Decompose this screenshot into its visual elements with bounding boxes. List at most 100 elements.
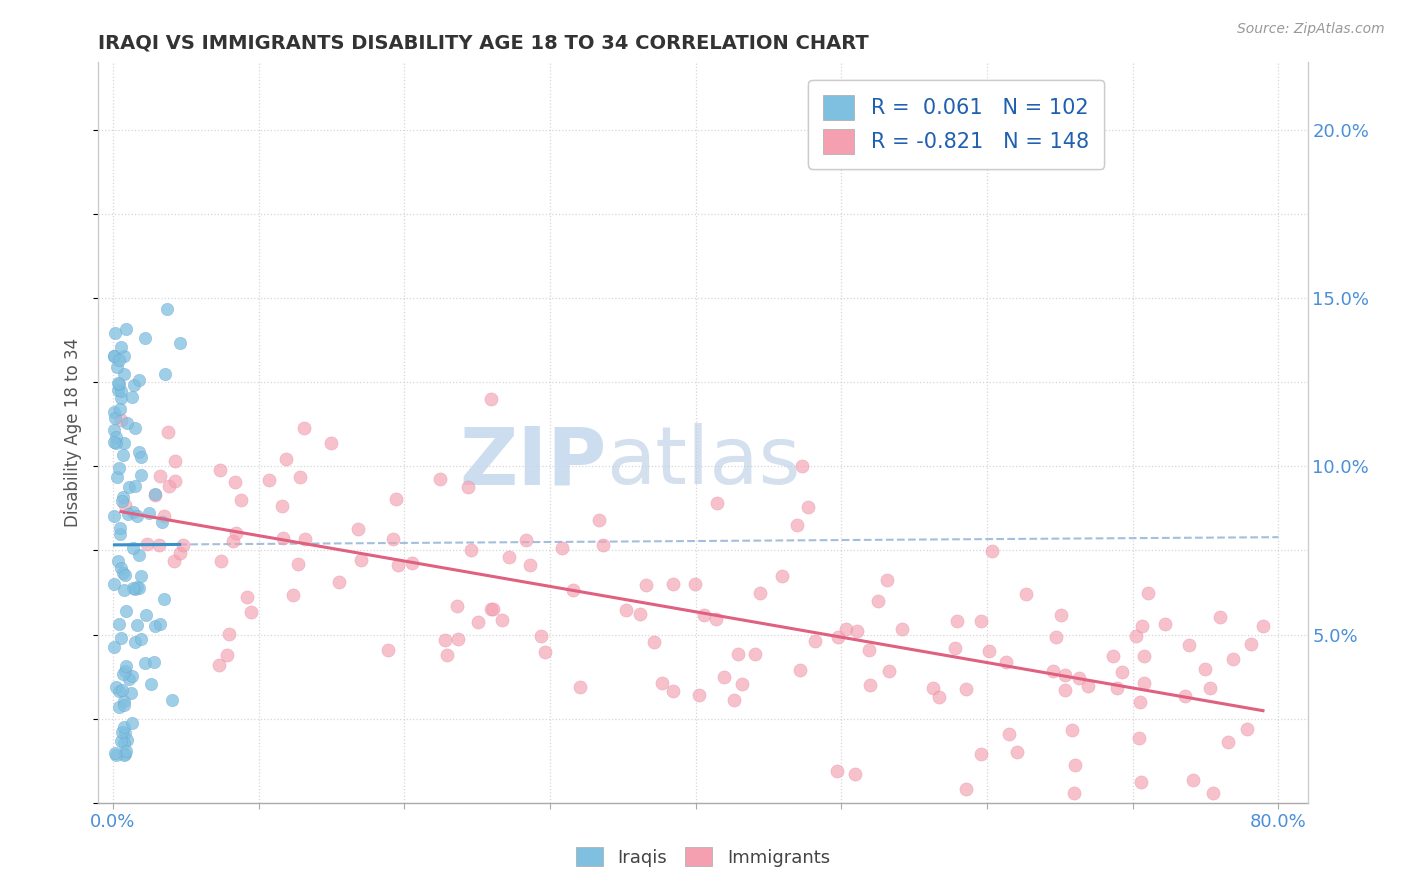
Point [108,376,131,391]
Point [104,680,127,694]
Point [683,577,706,591]
Point [112,436,135,450]
Point [110,561,132,575]
Point [111,725,134,739]
Legend: Iraqis, Immigrants: Iraqis, Immigrants [569,840,837,874]
Point [110,412,132,426]
Point [381,533,404,547]
Point [1181,773,1204,788]
Point [1133,648,1156,663]
Point [104,747,127,761]
Point [111,566,134,580]
Point [103,349,125,363]
Point [104,326,127,341]
Point [112,667,135,681]
Point [651,676,673,690]
Point [890,623,912,637]
Point [287,558,309,572]
Point [143,488,166,502]
Point [588,513,610,527]
Point [804,633,827,648]
Point [163,474,186,488]
Point [103,434,125,449]
Point [979,644,1001,658]
Point [1236,722,1258,736]
Point [118,480,141,494]
Point [104,430,127,444]
Point [789,663,811,677]
Point [110,340,132,354]
Point [481,602,503,616]
Point [945,614,967,628]
Point [1208,610,1230,624]
Point [292,421,315,435]
Point [143,487,166,501]
Point [592,537,614,551]
Point [688,689,710,703]
Point [118,672,141,686]
Point [169,335,191,350]
Point [844,767,866,781]
Point [114,747,136,761]
Point [112,368,135,382]
Point [112,490,135,504]
Point [827,630,849,644]
Text: atlas: atlas [606,423,800,501]
Point [1105,681,1128,696]
Point [115,733,138,747]
Point [115,416,138,430]
Point [156,301,179,316]
Point [281,589,304,603]
Point [1063,758,1085,772]
Point [107,352,129,367]
Point [115,604,138,618]
Point [491,613,513,627]
Point [551,541,574,556]
Point [110,384,132,399]
Point [105,360,128,375]
Point [122,377,145,392]
Point [134,331,156,345]
Point [111,682,134,697]
Point [1251,619,1274,633]
Legend: R =  0.061   N = 102, R = -0.821   N = 148: R = 0.061 N = 102, R = -0.821 N = 148 [808,80,1104,169]
Point [224,475,246,489]
Point [868,594,890,608]
Point [148,538,170,552]
Point [120,685,142,699]
Point [153,509,176,524]
Point [103,405,125,419]
Point [980,544,1002,558]
Point [121,505,143,519]
Point [467,615,489,630]
Point [108,402,131,417]
Point [222,534,245,549]
Point [634,578,657,592]
Point [955,681,977,696]
Y-axis label: Disability Age 18 to 34: Disability Age 18 to 34 [65,338,83,527]
Point [994,656,1017,670]
Point [835,622,858,636]
Point [110,391,132,405]
Point [208,657,231,672]
Point [1015,587,1038,601]
Point [136,537,159,551]
Point [129,450,152,464]
Point [1063,786,1085,800]
Point [433,632,456,647]
Point [274,452,297,467]
Point [209,463,232,477]
Point [112,747,135,762]
Point [114,498,136,512]
Point [108,521,131,535]
Point [1130,619,1153,633]
Point [1042,664,1064,678]
Point [165,453,187,467]
Point [1173,689,1195,703]
Point [749,586,772,600]
Point [294,533,316,547]
Point [143,655,166,669]
Point [215,648,238,662]
Point [149,616,172,631]
Point [114,725,136,739]
